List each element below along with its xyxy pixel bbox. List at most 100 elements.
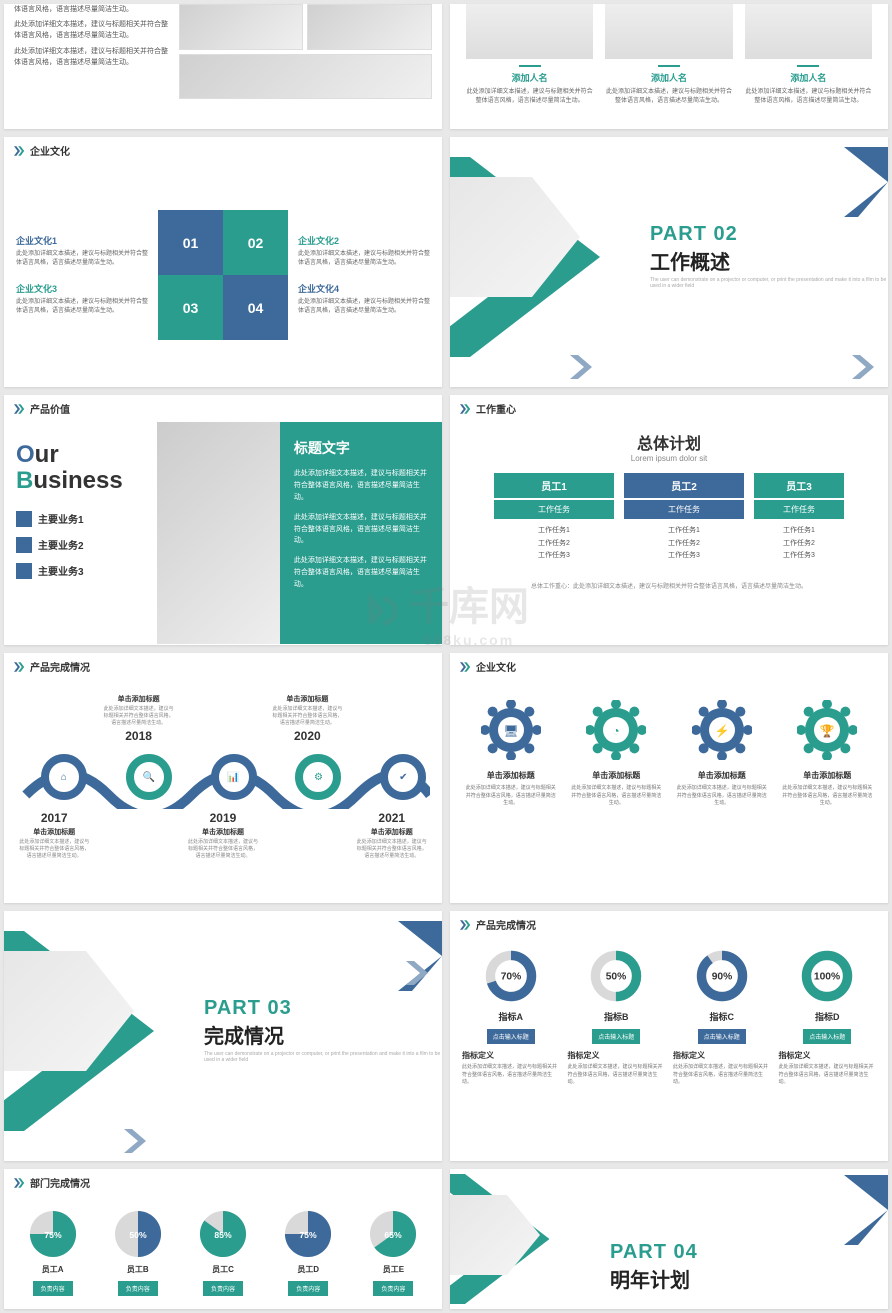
business-text-panel: 标题文字 此处添加详细文本描述，建议与标题相关并符合整体语言风格，语言描述尽量简… — [280, 422, 442, 644]
donut-chart-icon: 90% — [694, 948, 750, 1004]
gear-item-title: 单击添加标题 — [570, 770, 664, 781]
task-list: 工作任务1工作任务2工作任务3 — [494, 519, 614, 569]
timeline-node-icon: ✔ — [380, 754, 426, 800]
gear-item-desc: 此处添加详细文本描述，建议与标题相关并符合整体语言风格，语言描述尽量简洁生动。 — [675, 785, 769, 808]
slide-intro-images: 体语言风格，语言描述尽量简洁生动。 此处添加详细文本描述，建议与标题相关并符合整… — [4, 4, 442, 129]
pie-chart-icon: 85% — [199, 1210, 247, 1258]
dept-employee-name: 员工C — [180, 1264, 265, 1275]
business-item-label: 主要业务2 — [38, 537, 84, 552]
dept-content-button[interactable]: 负责内容 — [118, 1281, 158, 1296]
dept-employee-name: 员工D — [266, 1264, 351, 1275]
task-header: 工作任务 — [624, 500, 744, 519]
puzzle-graphic: 01 02 03 04 — [158, 210, 288, 340]
part-label: PART 03 — [204, 997, 442, 1020]
metric-item: 100% 指标D 点击输入标题 指标定义 此处添加详细文本描述，建议与标题相关并… — [775, 948, 881, 1087]
slide-timeline: 产品完成情况 . 单击添加标题此处添加详细文本描述，建议与标题相关并符合整体语言… — [4, 653, 442, 903]
pie-chart-icon: 50% — [114, 1210, 162, 1258]
metric-button[interactable]: 点击输入标题 — [487, 1029, 535, 1044]
slide-title: 工作重心 — [476, 401, 516, 416]
svg-text:75%: 75% — [300, 1230, 318, 1240]
part-title: 工作概述 — [650, 246, 888, 275]
corner-chevron-icon — [844, 147, 888, 217]
dept-content-button[interactable]: 负责内容 — [288, 1281, 328, 1296]
our-business-heading: OurBusiness — [16, 442, 145, 495]
placeholder-image — [179, 4, 304, 50]
slide-our-business: 产品价值 OurBusiness 主要业务1 主要业务2 主要业务3 标题文字 … — [4, 395, 442, 645]
plan-footer: 总体工作重心：此处添加详细文本描述，建议与标题相关并符合整体语言风格，语言描述尽… — [466, 581, 872, 590]
task-header: 工作任务 — [494, 500, 614, 519]
handshake-image — [157, 422, 280, 644]
chevron-icon — [14, 146, 26, 156]
person-photo — [745, 4, 872, 59]
gear-icon: ⚡ — [692, 700, 752, 760]
svg-text:70%: 70% — [500, 972, 521, 983]
svg-text:50%: 50% — [606, 972, 627, 983]
slide-title: 部门完成情况 — [30, 1175, 90, 1190]
dept-employee-item: 85% 员工C 负责内容 — [180, 1210, 265, 1296]
metric-button[interactable]: 点击输入标题 — [592, 1029, 640, 1044]
business-list-item: 主要业务1 — [16, 511, 145, 527]
part-title: 完成情况 — [204, 1020, 442, 1049]
gear-icon: ◔ — [586, 700, 646, 760]
chevron-icon — [14, 1178, 26, 1188]
slide-culture-puzzle: 企业文化 企业文化1此处添加详细文本描述，建议与标题相关并符合整体语言风格，语言… — [4, 137, 442, 387]
chevron-icon — [460, 662, 472, 672]
person-card: 添加人名 此处添加详细文本描述，建议与标题相关并符合整体语言风格，语言描述尽量简… — [460, 4, 599, 113]
slide-title: 产品完成情况 — [30, 659, 90, 674]
intro-image-grid — [179, 4, 432, 99]
svg-text:◔: ◔ — [613, 724, 620, 738]
gear-item: ⚡ 单击添加标题 此处添加详细文本描述，建议与标题相关并符合整体语言风格，语言描… — [669, 700, 775, 808]
culture-item: 企业文化2此处添加详细文本描述，建议与标题相关并符合整体语言风格，语言描述尽量简… — [298, 234, 430, 268]
dept-content-button[interactable]: 负责内容 — [203, 1281, 243, 1296]
small-chevron-icon — [124, 1129, 152, 1153]
person-name: 添加人名 — [466, 65, 593, 84]
timeline-label: 单击添加标题此处添加详细文本描述，建议与标题相关并符合整体语言风格，语言描述尽量… — [104, 694, 174, 727]
metric-definition-label: 指标定义 — [779, 1050, 877, 1061]
task-list: 工作任务1工作任务2工作任务3 — [624, 519, 744, 569]
part-label: PART 04 — [610, 1241, 698, 1264]
slide-dept-completion: 部门完成情况 75% 员工A 负责内容 50% 员工B 负责内容 85% 员工C… — [4, 1169, 442, 1309]
donut-chart-icon: 70% — [483, 948, 539, 1004]
metric-button[interactable]: 点击输入标题 — [803, 1029, 851, 1044]
gear-icon: 🖥 — [481, 700, 541, 760]
chevron-icon — [14, 404, 26, 414]
slide-gears: 企业文化 🖥 单击添加标题 此处添加详细文本描述，建议与标题相关并符合整体语言风… — [450, 653, 888, 903]
person-desc: 此处添加详细文本描述，建议与标题相关并符合整体语言风格，语言描述尽量简洁生动。 — [466, 88, 593, 106]
gear-item: ◔ 单击添加标题 此处添加详细文本描述，建议与标题相关并符合整体语言风格，语言描… — [564, 700, 670, 808]
person-card: 添加人名 此处添加详细文本描述，建议与标题相关并符合整体语言风格，语言描述尽量简… — [599, 4, 738, 113]
dept-content-button[interactable]: 负责内容 — [33, 1281, 73, 1296]
person-name: 添加人名 — [745, 65, 872, 84]
dept-employee-item: 75% 员工D 负责内容 — [266, 1210, 351, 1296]
gear-item-desc: 此处添加详细文本描述，建议与标题相关并符合整体语言风格，语言描述尽量简洁生动。 — [781, 785, 875, 808]
metric-definition-label: 指标定义 — [462, 1050, 560, 1061]
slide-part-03: PART 03 完成情况 The user can demonstrate on… — [4, 911, 442, 1161]
timeline-node-icon: 🔍 — [126, 754, 172, 800]
gear-item: 🏆 单击添加标题 此处添加详细文本描述，建议与标题相关并符合整体语言风格，语言描… — [775, 700, 881, 808]
svg-text:65%: 65% — [385, 1230, 403, 1240]
year-label: 2017 — [19, 811, 89, 825]
svg-text:⚡: ⚡ — [714, 724, 729, 738]
slide-grid: 体语言风格，语言描述尽量简洁生动。 此处添加详细文本描述，建议与标题相关并符合整… — [0, 0, 892, 1313]
metric-button[interactable]: 点击输入标题 — [698, 1029, 746, 1044]
timeline-label: 单击添加标题此处添加详细文本描述，建议与标题相关并符合整体语言风格，语言描述尽量… — [19, 827, 89, 860]
donut-chart-icon: 100% — [799, 948, 855, 1004]
year-label: 2019 — [188, 811, 258, 825]
person-desc: 此处添加详细文本描述，建议与标题相关并符合整体语言风格，语言描述尽量简洁生动。 — [605, 88, 732, 106]
year-label: 2021 — [357, 811, 427, 825]
dept-employee-name: 员工E — [351, 1264, 436, 1275]
part-subtitle: The user can demonstrate on a projector … — [650, 277, 888, 289]
metric-name: 指标C — [673, 1010, 771, 1023]
slide-title: 企业文化 — [30, 143, 70, 158]
person-photo — [466, 4, 593, 59]
part-title: 明年计划 — [610, 1264, 698, 1293]
slide-overall-plan: 工作重心 总体计划 Lorem ipsum dolor sit 员工1 工作任务… — [450, 395, 888, 645]
gear-icon: 🏆 — [797, 700, 857, 760]
employee-name: 员工3 — [754, 473, 844, 498]
dept-content-button[interactable]: 负责内容 — [373, 1281, 413, 1296]
slide-part-04: PART 04 明年计划 — [450, 1169, 888, 1309]
culture-item: 企业文化4此处添加详细文本描述，建议与标题相关并符合整体语言风格，语言描述尽量简… — [298, 282, 430, 316]
metric-desc: 此处添加详细文本描述，建议与标题相关并符合整体语言风格，语言描述尽量简洁生动。 — [779, 1064, 877, 1087]
business-list-item: 主要业务3 — [16, 563, 145, 579]
svg-text:100%: 100% — [814, 972, 840, 983]
chevron-icon — [460, 920, 472, 930]
